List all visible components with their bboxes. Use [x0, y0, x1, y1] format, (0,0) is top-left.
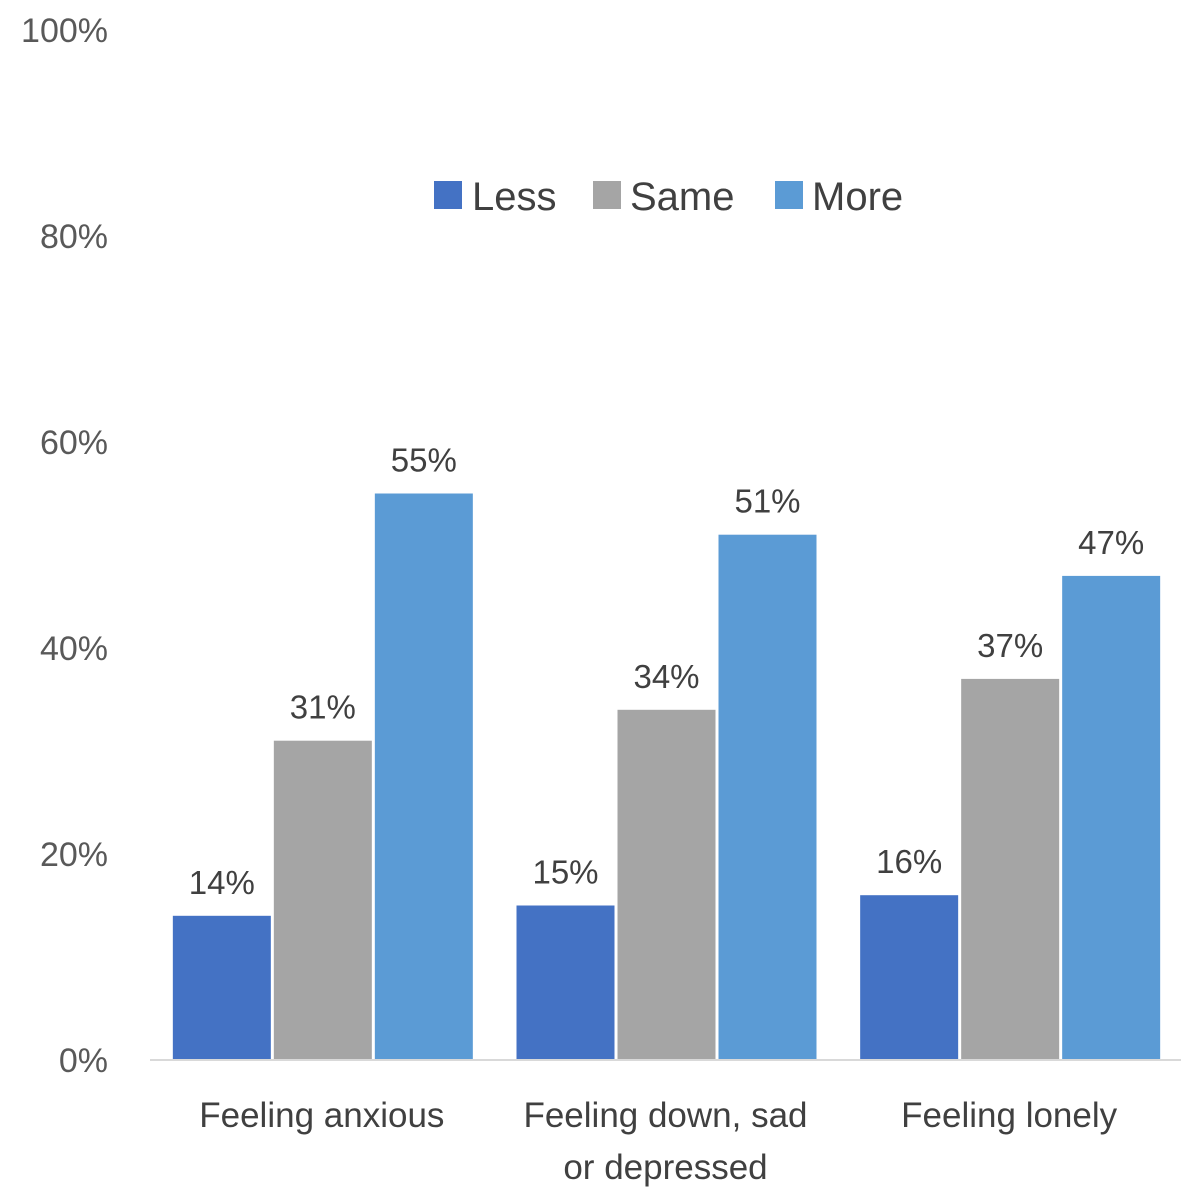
y-tick-label: 0%: [59, 1042, 108, 1080]
bar-more: [1062, 575, 1161, 1060]
data-label: 55%: [391, 442, 457, 479]
y-tick-label: 60%: [40, 424, 108, 462]
data-labels: 14% 31% 55% 15% 34% 51% 16% 37% 47%: [189, 442, 1144, 901]
x-axis: Feeling anxious Feeling down, sad or depre…: [150, 1059, 1181, 1187]
legend-label-same: Same: [630, 175, 735, 219]
category-label: Feeling lonely: [901, 1096, 1117, 1135]
legend-swatch-more: [775, 181, 803, 209]
bar-more: [374, 493, 473, 1060]
category-label: Feeling anxious: [199, 1096, 444, 1135]
y-tick-label: 100%: [21, 12, 108, 50]
y-tick-label: 80%: [40, 218, 108, 256]
y-axis: 0% 20% 40% 60% 80% 100%: [21, 12, 108, 1080]
data-label: 51%: [734, 483, 800, 520]
legend-swatch-less: [434, 181, 462, 209]
y-tick-label: 40%: [40, 630, 108, 668]
bar-more: [718, 534, 817, 1060]
y-tick-label: 20%: [40, 836, 108, 874]
bar-same: [961, 678, 1060, 1060]
legend-label-less: Less: [472, 175, 557, 219]
data-label: 34%: [633, 658, 699, 695]
data-label: 37%: [977, 627, 1043, 664]
bars: [172, 493, 1161, 1060]
bar-less: [172, 915, 271, 1060]
legend: Less Same More: [434, 175, 903, 219]
bar-less: [860, 895, 959, 1060]
data-label: 31%: [290, 689, 356, 726]
data-label: 15%: [532, 854, 598, 891]
bar-same: [617, 709, 716, 1060]
category-label: Feeling down, sad or depressed: [523, 1096, 807, 1187]
legend-label-more: More: [812, 175, 903, 219]
data-label: 14%: [189, 864, 255, 901]
bar-less: [516, 905, 615, 1060]
legend-swatch-same: [593, 181, 621, 209]
data-label: 16%: [876, 843, 942, 880]
bar-same: [273, 740, 372, 1060]
data-label: 47%: [1078, 524, 1144, 561]
